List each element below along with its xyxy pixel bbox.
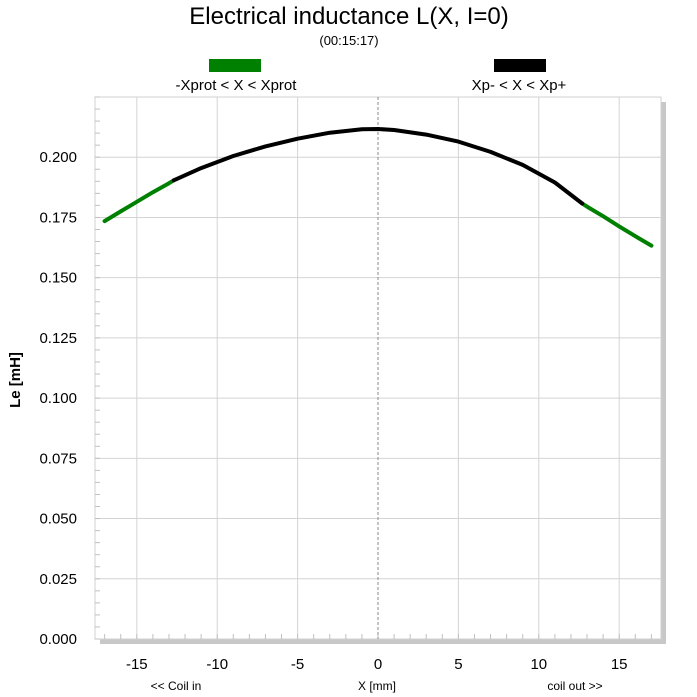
x-tick-label: 15 [611, 656, 628, 673]
y-tick-label: 0.150 [39, 270, 77, 287]
x-note-coil-out: coil out >> [547, 679, 602, 693]
x-tick-label: -15 [126, 656, 148, 673]
chart-subtitle: (00:15:17) [319, 33, 378, 48]
x-tick-label: -5 [291, 656, 304, 673]
minor-ticks [95, 96, 652, 640]
chart-title: Electrical inductance L(X, I=0) [189, 3, 509, 30]
legend-label-black: Xp- < X < Xp+ [472, 77, 567, 94]
y-tick-label: 0.025 [39, 571, 77, 588]
y-tick-label: 0.000 [39, 631, 77, 648]
y-tick-label: 0.050 [39, 511, 77, 528]
legend-swatch-green [209, 59, 261, 72]
x-note-coil-in: << Coil in [151, 679, 202, 693]
x-tick-label: 0 [374, 656, 382, 673]
y-tick-label: 0.075 [39, 450, 77, 467]
legend-label-green: -Xprot < X < Xprot [176, 77, 298, 94]
y-tick-label: 0.200 [39, 149, 77, 166]
y-axis-title: Le [mH] [7, 352, 24, 408]
series-line-1-segment-0 [171, 127, 585, 206]
x-tick-labels: -15 -10 -5 0 5 10 15 [126, 656, 628, 673]
y-tick-label: 0.100 [39, 390, 77, 407]
legend-swatch-black [494, 59, 546, 72]
y-tick-label: 0.125 [39, 330, 77, 347]
series-line-0-segment-0 [102, 178, 176, 224]
data-series [102, 127, 654, 248]
series-line-0-segment-1 [580, 201, 654, 248]
x-tick-label: 10 [530, 656, 547, 673]
x-tick-label: 5 [454, 656, 462, 673]
y-tick-labels: 0.000 0.025 0.050 0.075 0.100 0.125 0.150 0.175… [39, 149, 77, 648]
x-axis-title: X [mm] [358, 679, 396, 693]
y-tick-label: 0.175 [39, 209, 77, 226]
x-tick-label: -10 [206, 656, 228, 673]
